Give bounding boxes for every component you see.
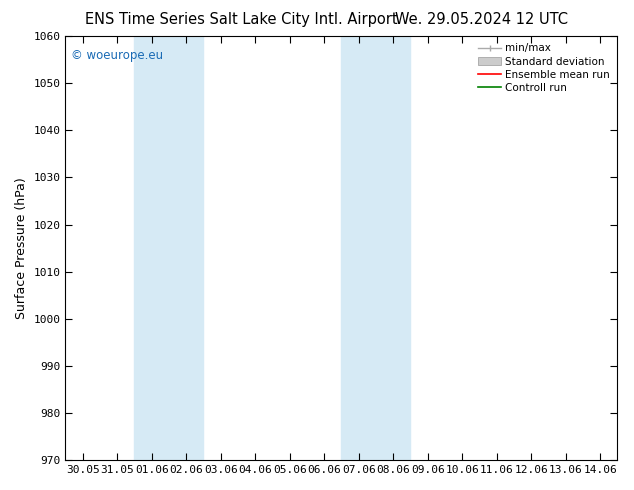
- Bar: [342, 36, 410, 460]
- Y-axis label: Surface Pressure (hPa): Surface Pressure (hPa): [15, 177, 28, 319]
- Text: ENS Time Series Salt Lake City Intl. Airport: ENS Time Series Salt Lake City Intl. Air…: [84, 12, 398, 27]
- Text: We. 29.05.2024 12 UTC: We. 29.05.2024 12 UTC: [396, 12, 568, 27]
- Legend: min/max, Standard deviation, Ensemble mean run, Controll run: min/max, Standard deviation, Ensemble me…: [476, 41, 612, 95]
- Bar: [134, 36, 204, 460]
- Text: © woeurope.eu: © woeurope.eu: [71, 49, 163, 62]
